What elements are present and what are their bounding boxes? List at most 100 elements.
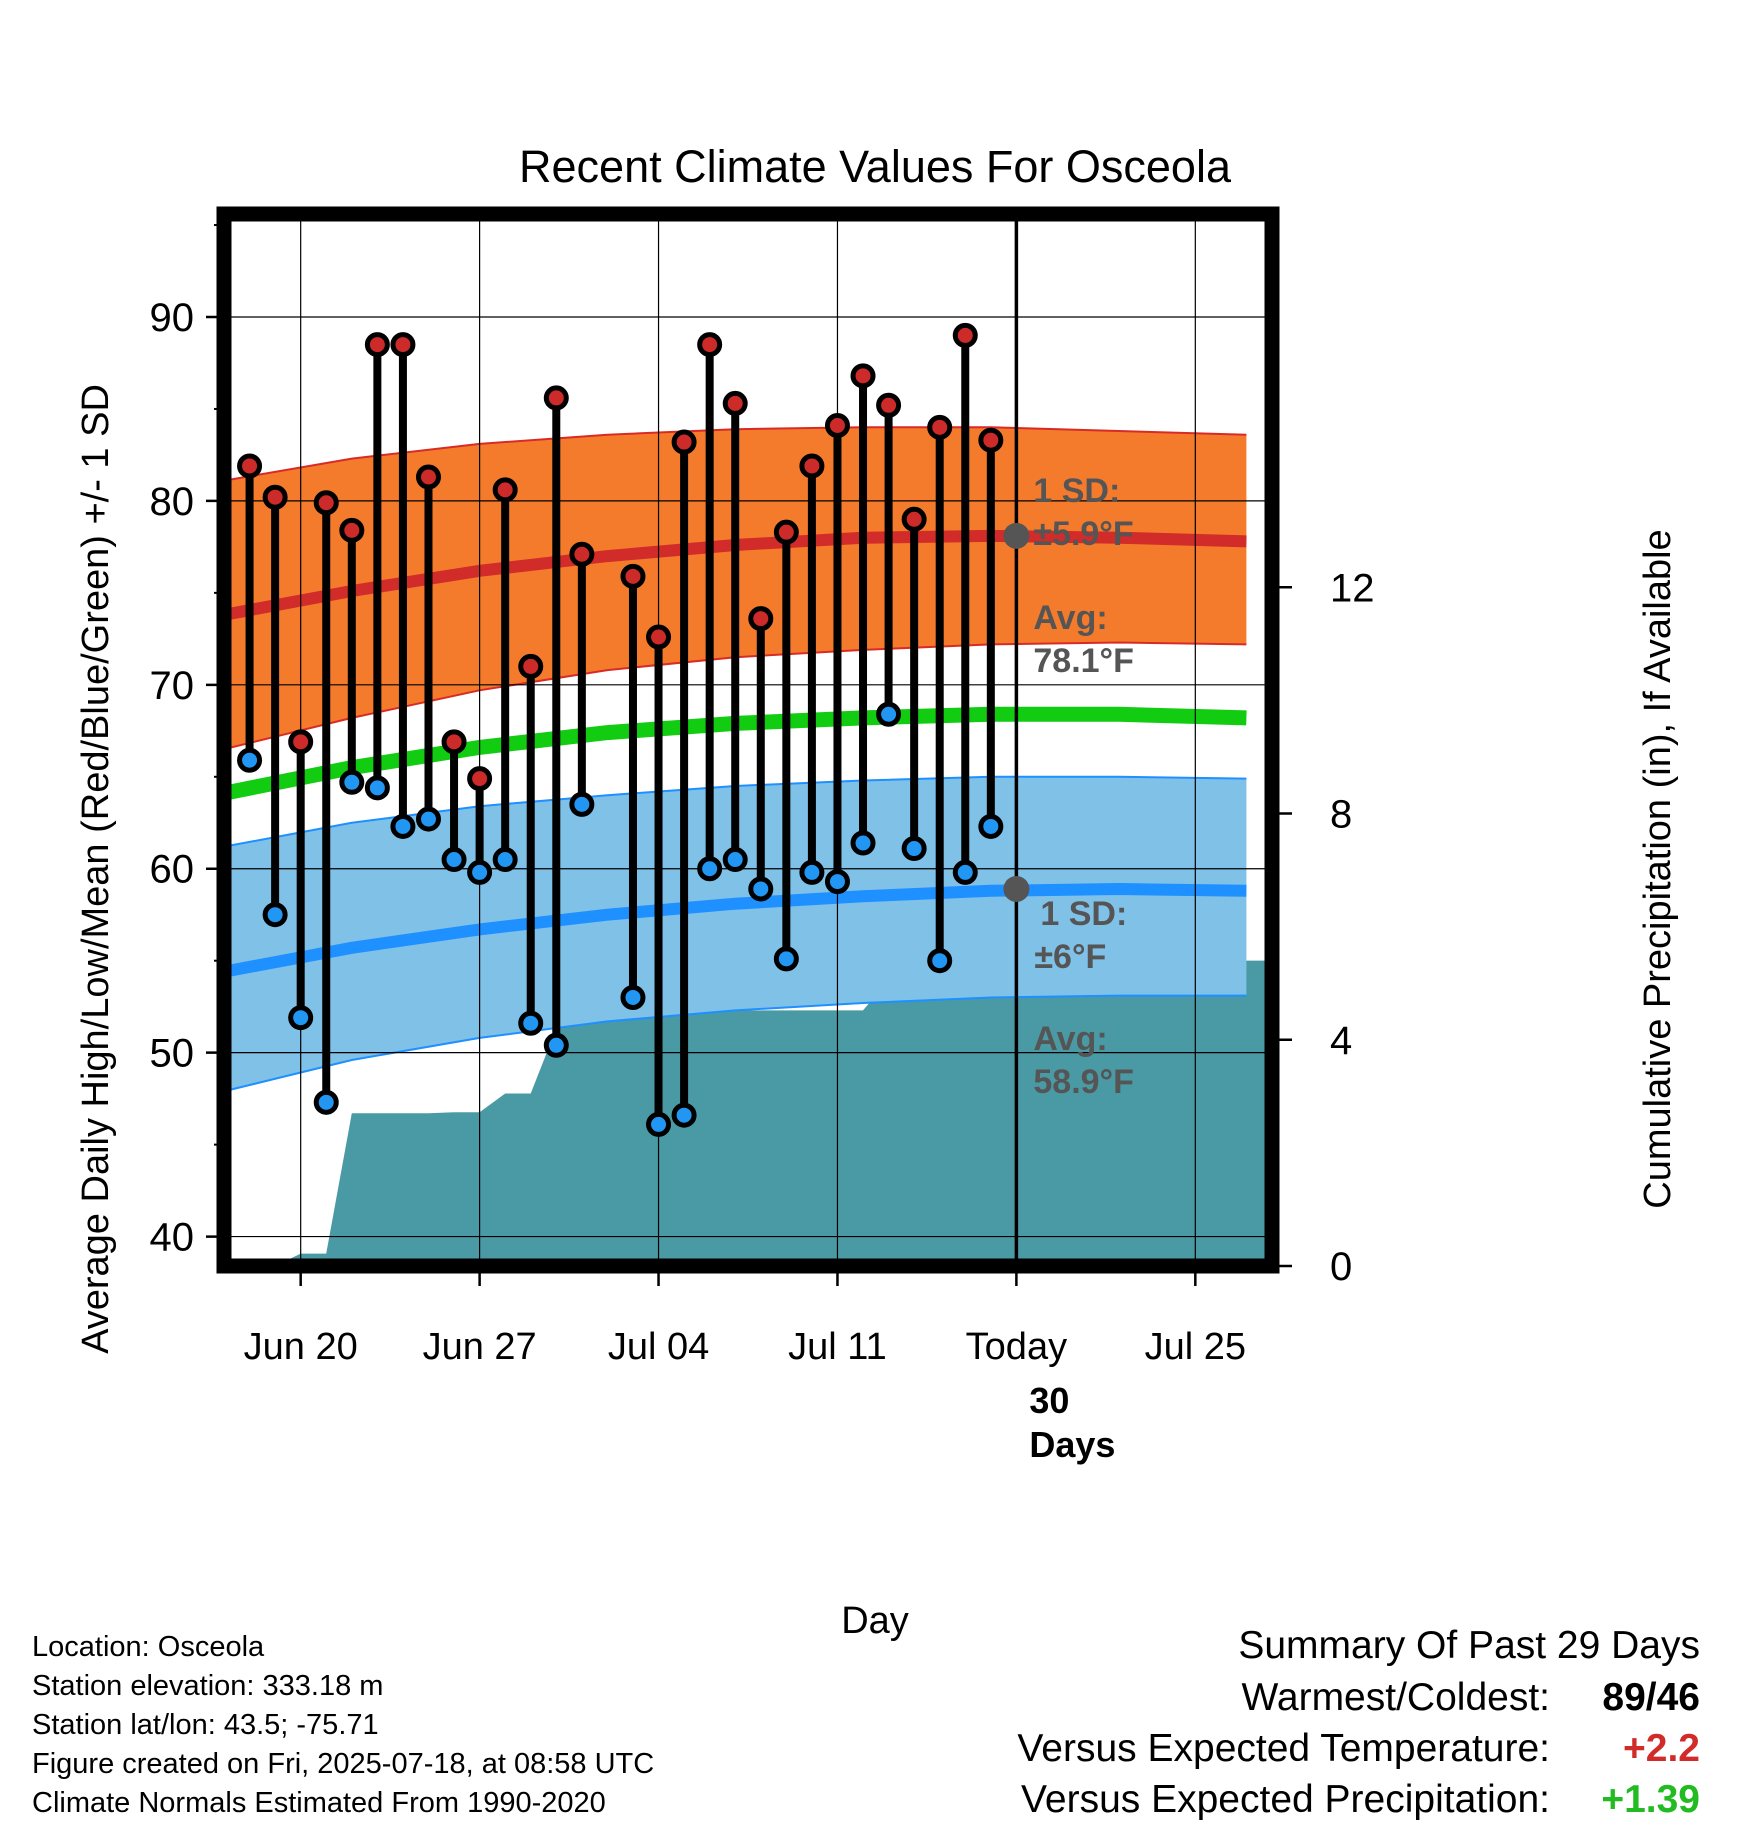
y-axis-label: Average Daily High/Low/Mean (Red/Blue/Gr… <box>75 384 117 1354</box>
x-tick-label: Jun 27 <box>423 1326 537 1368</box>
daily-low-marker <box>773 946 799 972</box>
summary-title: Summary Of Past 29 Days <box>1238 1624 1700 1667</box>
normal-low-line <box>224 882 1247 978</box>
daily-low-marker <box>799 859 825 885</box>
daily-low-marker <box>390 813 416 839</box>
daily-low-marker <box>697 856 723 882</box>
y2-tick-label: 0 <box>1330 1245 1352 1289</box>
y-tick-label: 90 <box>150 296 195 340</box>
daily-high-marker <box>364 332 390 358</box>
daily-high-marker <box>467 766 493 792</box>
daily-low-marker <box>748 876 774 902</box>
y2-axis-label: Cumulative Precipitation (in), If Availa… <box>1637 529 1679 1208</box>
daily-high-marker <box>415 464 441 490</box>
precip-vs-expected-row: Versus Expected Precipitation: +1.39 <box>940 1774 1700 1825</box>
y2-tick-label: 8 <box>1330 793 1352 837</box>
high-sd-value: ±5.9°F <box>1033 515 1133 553</box>
daily-low-marker <box>313 1089 339 1115</box>
low-sd-label: 1 SD: <box>1040 895 1127 933</box>
high-sd-label: 1 SD: <box>1033 472 1120 510</box>
daily-high-marker <box>543 385 569 411</box>
daily-low-marker <box>978 813 1004 839</box>
daily-low-marker <box>415 806 441 832</box>
daily-low-marker <box>620 984 646 1010</box>
daily-high-marker <box>492 477 518 503</box>
daily-low-marker <box>876 701 902 727</box>
elevation-text: Station elevation: 333.18 m <box>32 1670 384 1702</box>
x-tick-label: Today <box>966 1326 1067 1368</box>
daily-low-marker <box>722 847 748 873</box>
high-avg-label: Avg: <box>1033 599 1107 637</box>
x-tick-label: Jul 04 <box>608 1326 709 1368</box>
x-tick-label: Jul 25 <box>1145 1326 1246 1368</box>
warmest-value: 89 <box>1602 1676 1646 1719</box>
daily-low-marker <box>901 836 927 862</box>
daily-low-marker <box>364 775 390 801</box>
temp-vs-expected-label: Versus Expected Temperature: <box>1017 1727 1550 1770</box>
latlon-text: Station lat/lon: 43.5; -75.71 <box>32 1709 379 1741</box>
daily-high-marker <box>876 392 902 418</box>
daily-high-marker <box>620 563 646 589</box>
daily-high-marker <box>799 453 825 479</box>
daily-low-marker <box>646 1111 672 1137</box>
precip-vs-expected-label: Versus Expected Precipitation: <box>1021 1778 1550 1821</box>
low-sd-value: ±6°F <box>1034 938 1106 976</box>
daily-high-marker <box>262 484 288 510</box>
coldest-value: 46 <box>1656 1676 1700 1719</box>
low-avg-dot <box>1003 875 1030 902</box>
daily-high-marker <box>773 519 799 545</box>
daily-high-marker <box>722 390 748 416</box>
daily-low-marker <box>518 1010 544 1036</box>
daily-low-marker <box>262 902 288 928</box>
high-avg-value: 78.1°F <box>1033 642 1134 680</box>
y-tick-label: 80 <box>150 480 195 524</box>
daily-high-marker <box>824 413 850 439</box>
warmest-coldest-row: Warmest/Coldest: 89/46 <box>940 1672 1700 1723</box>
y-tick-label: 60 <box>150 848 195 892</box>
daily-high-marker <box>850 363 876 389</box>
location-text: Location: Osceola <box>32 1631 265 1663</box>
daily-high-marker <box>697 332 723 358</box>
low-avg-value: 58.9°F <box>1033 1063 1134 1101</box>
period-count-label: 30 <box>1029 1380 1069 1421</box>
daily-high-marker <box>390 332 416 358</box>
daily-low-marker <box>543 1032 569 1058</box>
daily-high-marker <box>927 414 953 440</box>
daily-high-marker <box>569 541 595 567</box>
daily-low-marker <box>288 1005 314 1031</box>
daily-high-marker <box>288 729 314 755</box>
daily-high-marker <box>748 606 774 632</box>
y-tick-label: 70 <box>150 664 195 708</box>
temp-vs-expected-row: Versus Expected Temperature: +2.2 <box>940 1723 1700 1774</box>
created-text: Figure created on Fri, 2025-07-18, at 08… <box>32 1748 655 1780</box>
precip-vs-expected-value: +1.39 <box>1601 1778 1700 1821</box>
daily-low-marker <box>952 859 978 885</box>
daily-low-marker <box>927 948 953 974</box>
daily-low-marker <box>671 1102 697 1128</box>
daily-low-marker <box>467 859 493 885</box>
summary-panel: Summary Of Past 29 Days Warmest/Coldest:… <box>940 1620 1700 1825</box>
period-unit-label: Days <box>1029 1424 1115 1465</box>
warmest-coldest-value: 89/46 <box>1602 1676 1700 1719</box>
y2-tick-label: 12 <box>1330 566 1375 610</box>
daily-high-marker <box>952 322 978 348</box>
warmest-coldest-label: Warmest/Coldest: <box>1241 1676 1550 1719</box>
daily-low-marker <box>339 769 365 795</box>
x-tick-label: Jun 20 <box>244 1326 358 1368</box>
daily-low-marker <box>492 847 518 873</box>
daily-low-marker <box>569 791 595 817</box>
y-tick-label: 40 <box>150 1216 195 1260</box>
daily-low-marker <box>237 747 263 773</box>
y-tick-label: 50 <box>150 1032 195 1076</box>
daily-high-marker <box>441 729 467 755</box>
daily-high-marker <box>237 453 263 479</box>
daily-high-marker <box>313 490 339 516</box>
plot-frame <box>216 206 1280 1274</box>
low-avg-label: Avg: <box>1033 1020 1107 1058</box>
daily-low-marker <box>824 869 850 895</box>
daily-high-marker <box>646 624 672 650</box>
daily-low-marker <box>441 847 467 873</box>
chart-title: Recent Climate Values For Osceola <box>519 141 1232 192</box>
daily-high-marker <box>339 517 365 543</box>
